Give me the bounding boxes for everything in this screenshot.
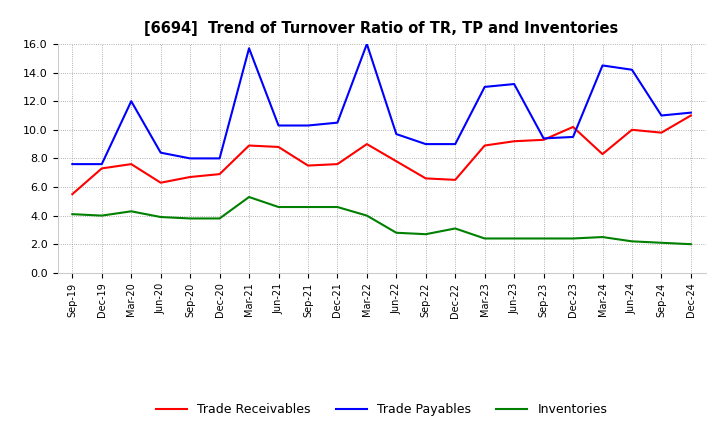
Trade Receivables	[421, 176, 430, 181]
Trade Receivables	[127, 161, 135, 167]
Trade Payables	[156, 150, 165, 155]
Trade Payables	[480, 84, 489, 90]
Trade Receivables	[569, 124, 577, 129]
Trade Payables	[569, 134, 577, 139]
Inventories	[186, 216, 194, 221]
Trade Payables	[186, 156, 194, 161]
Trade Receivables	[304, 163, 312, 168]
Trade Payables	[68, 161, 76, 167]
Trade Receivables	[392, 159, 400, 164]
Trade Receivables	[480, 143, 489, 148]
Trade Receivables	[186, 174, 194, 180]
Inventories	[687, 242, 696, 247]
Trade Receivables	[451, 177, 459, 183]
Trade Payables	[127, 99, 135, 104]
Inventories	[304, 204, 312, 210]
Inventories	[569, 236, 577, 241]
Trade Receivables	[97, 166, 106, 171]
Trade Receivables	[156, 180, 165, 185]
Trade Payables	[363, 41, 372, 47]
Trade Receivables	[510, 139, 518, 144]
Trade Receivables	[68, 191, 76, 197]
Trade Receivables	[215, 172, 224, 177]
Title: [6694]  Trend of Turnover Ratio of TR, TP and Inventories: [6694] Trend of Turnover Ratio of TR, TP…	[145, 21, 618, 36]
Inventories	[245, 194, 253, 200]
Trade Payables	[628, 67, 636, 72]
Trade Payables	[687, 110, 696, 115]
Inventories	[392, 230, 400, 235]
Inventories	[628, 238, 636, 244]
Trade Payables	[274, 123, 283, 128]
Trade Payables	[392, 132, 400, 137]
Line: Trade Receivables: Trade Receivables	[72, 115, 691, 194]
Trade Payables	[333, 120, 342, 125]
Trade Receivables	[363, 141, 372, 147]
Trade Payables	[598, 63, 607, 68]
Trade Payables	[304, 123, 312, 128]
Inventories	[68, 212, 76, 217]
Inventories	[363, 213, 372, 218]
Inventories	[480, 236, 489, 241]
Trade Receivables	[687, 113, 696, 118]
Trade Payables	[97, 161, 106, 167]
Trade Payables	[421, 141, 430, 147]
Inventories	[657, 240, 666, 246]
Inventories	[215, 216, 224, 221]
Line: Trade Payables: Trade Payables	[72, 44, 691, 164]
Inventories	[598, 235, 607, 240]
Trade Payables	[510, 81, 518, 87]
Trade Receivables	[628, 127, 636, 132]
Inventories	[127, 209, 135, 214]
Inventories	[510, 236, 518, 241]
Legend: Trade Receivables, Trade Payables, Inventories: Trade Receivables, Trade Payables, Inven…	[151, 398, 612, 421]
Trade Payables	[215, 156, 224, 161]
Inventories	[333, 204, 342, 210]
Inventories	[97, 213, 106, 218]
Inventories	[451, 226, 459, 231]
Trade Receivables	[598, 151, 607, 157]
Trade Payables	[451, 141, 459, 147]
Inventories	[274, 204, 283, 210]
Trade Payables	[657, 113, 666, 118]
Trade Receivables	[274, 144, 283, 150]
Trade Payables	[245, 46, 253, 51]
Trade Receivables	[245, 143, 253, 148]
Trade Receivables	[657, 130, 666, 136]
Inventories	[421, 231, 430, 237]
Line: Inventories: Inventories	[72, 197, 691, 244]
Trade Receivables	[333, 161, 342, 167]
Inventories	[539, 236, 548, 241]
Inventories	[156, 214, 165, 220]
Trade Payables	[539, 136, 548, 141]
Trade Receivables	[539, 137, 548, 143]
